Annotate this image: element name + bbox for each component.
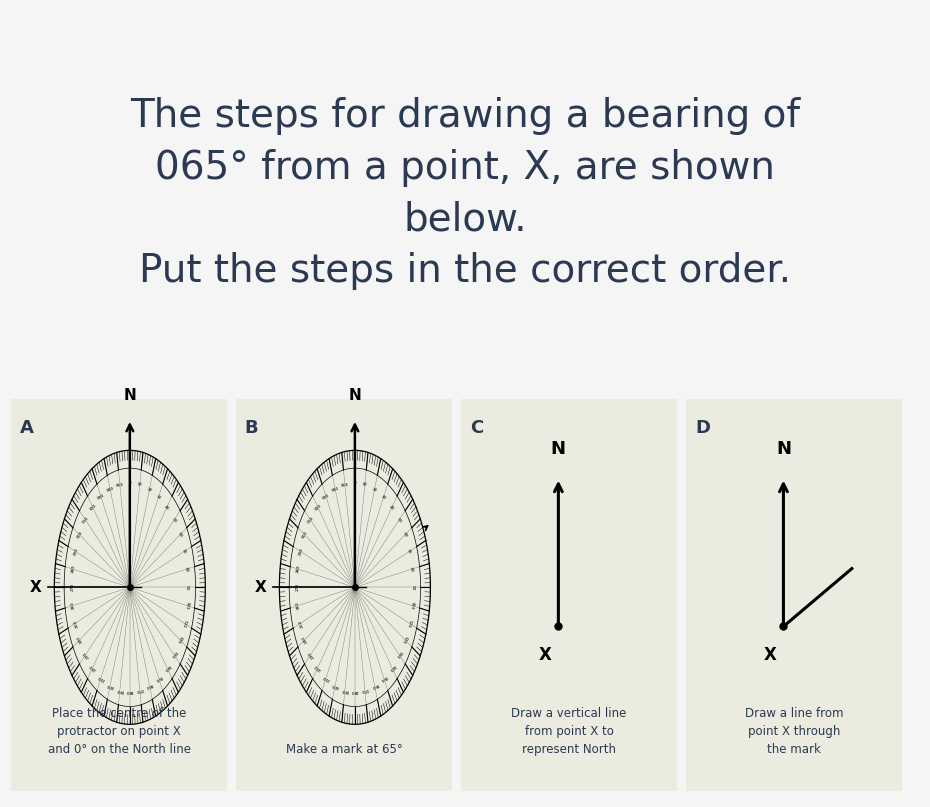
Text: 0: 0 (353, 481, 356, 485)
Text: N: N (776, 440, 790, 458)
Text: A: A (20, 419, 33, 437)
Text: X: X (255, 580, 266, 595)
Text: 260: 260 (296, 601, 301, 610)
Text: 60: 60 (177, 532, 182, 538)
FancyBboxPatch shape (234, 396, 454, 794)
Text: 130: 130 (169, 650, 178, 659)
Text: Make a mark at 65°: Make a mark at 65° (286, 742, 403, 755)
Text: 110: 110 (405, 618, 412, 628)
Text: 90: 90 (185, 584, 189, 590)
Text: 90: 90 (410, 584, 414, 590)
Text: 220: 220 (88, 663, 98, 671)
Text: 330: 330 (97, 493, 106, 501)
Text: 210: 210 (322, 674, 331, 681)
Text: 250: 250 (298, 618, 304, 628)
Text: 100: 100 (183, 601, 189, 610)
Text: 70: 70 (181, 549, 187, 555)
Text: N: N (551, 440, 565, 458)
Text: 250: 250 (73, 618, 79, 628)
Text: 180: 180 (126, 689, 134, 693)
Text: Draw a vertical line
from point X to
represent North: Draw a vertical line from point X to rep… (512, 707, 627, 755)
Text: 300: 300 (76, 531, 84, 540)
Text: 320: 320 (313, 504, 323, 512)
Text: 40: 40 (164, 504, 170, 511)
Text: 10: 10 (362, 483, 368, 487)
Text: C: C (470, 419, 484, 437)
Text: 300: 300 (301, 531, 309, 540)
Text: 0: 0 (128, 481, 131, 485)
Text: 280: 280 (296, 565, 301, 574)
Text: 20: 20 (146, 487, 153, 492)
Text: 340: 340 (331, 486, 339, 493)
Text: 150: 150 (153, 674, 163, 681)
Text: The steps for drawing a bearing of
065° from a point, X, are shown
below.
Put th: The steps for drawing a bearing of 065° … (130, 98, 800, 290)
Text: 350: 350 (340, 482, 350, 487)
Text: D: D (695, 419, 710, 437)
Text: 50: 50 (395, 517, 402, 524)
Text: 110: 110 (180, 618, 187, 628)
Text: 340: 340 (106, 486, 114, 493)
Text: Place the centre of the
protractor on point X
and 0° on the North line: Place the centre of the protractor on po… (47, 707, 191, 755)
Text: 260: 260 (71, 601, 76, 610)
Text: 290: 290 (73, 547, 79, 556)
Text: 80: 80 (409, 567, 414, 572)
Text: 270: 270 (296, 583, 299, 592)
Text: 310: 310 (82, 516, 90, 525)
Text: 180: 180 (351, 689, 359, 693)
Text: Draw a line from
point X through
the mark: Draw a line from point X through the mar… (745, 707, 844, 755)
Text: 120: 120 (176, 635, 183, 644)
Text: 230: 230 (307, 650, 315, 659)
Text: 220: 220 (313, 663, 323, 671)
Text: 80: 80 (184, 567, 189, 572)
Text: 30: 30 (380, 494, 387, 500)
Text: 30: 30 (155, 494, 162, 500)
Text: X: X (539, 646, 551, 664)
Text: 240: 240 (76, 635, 84, 644)
Text: B: B (245, 419, 259, 437)
Text: 160: 160 (145, 682, 154, 688)
Text: 70: 70 (406, 549, 412, 555)
Text: X: X (764, 646, 777, 664)
Text: 50: 50 (170, 517, 177, 524)
Text: 310: 310 (307, 516, 315, 525)
Text: 290: 290 (298, 547, 304, 556)
FancyBboxPatch shape (684, 396, 904, 794)
Text: 100: 100 (408, 601, 414, 610)
Text: N: N (349, 388, 361, 404)
Text: 280: 280 (71, 565, 76, 574)
Text: 270: 270 (71, 583, 74, 592)
FancyBboxPatch shape (9, 396, 229, 794)
Text: 210: 210 (97, 674, 106, 681)
Text: 190: 190 (340, 688, 350, 692)
Text: 200: 200 (331, 682, 339, 688)
Text: 150: 150 (379, 674, 388, 681)
Text: 10: 10 (137, 483, 143, 487)
Text: 160: 160 (370, 682, 379, 688)
FancyBboxPatch shape (459, 396, 679, 794)
Text: 120: 120 (401, 635, 408, 644)
Text: 230: 230 (82, 650, 90, 659)
Text: 20: 20 (371, 487, 378, 492)
Text: X: X (30, 580, 41, 595)
Text: 60: 60 (402, 532, 407, 538)
Text: 350: 350 (115, 482, 125, 487)
Text: 40: 40 (389, 504, 395, 511)
Text: 170: 170 (361, 688, 369, 692)
Text: 190: 190 (115, 688, 125, 692)
Text: 240: 240 (301, 635, 309, 644)
Text: 200: 200 (106, 682, 114, 688)
Text: 330: 330 (322, 493, 331, 501)
Text: N: N (124, 388, 136, 404)
Text: 320: 320 (88, 504, 98, 512)
Text: 130: 130 (394, 650, 403, 659)
Text: 140: 140 (162, 663, 171, 671)
Text: 140: 140 (387, 663, 396, 671)
Text: 170: 170 (136, 688, 144, 692)
